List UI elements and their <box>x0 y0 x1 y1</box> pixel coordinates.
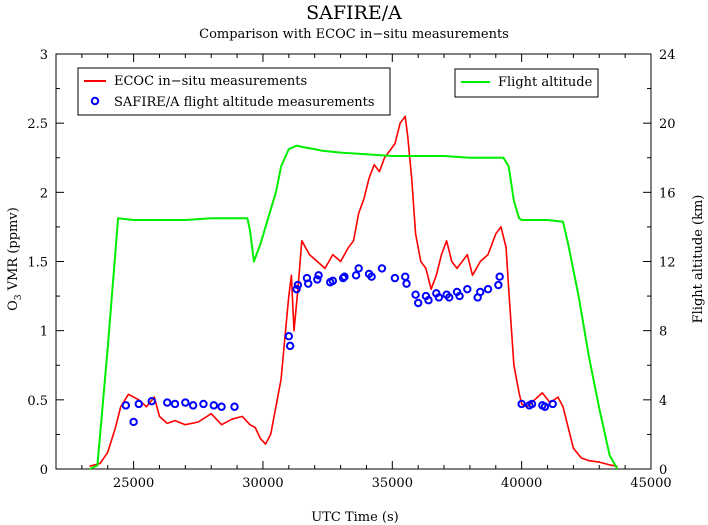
scatter-point <box>292 284 301 294</box>
y2-axis-label: Flight altitude (km) <box>691 195 706 324</box>
scatter-point <box>328 276 338 286</box>
scatter-point <box>199 399 208 409</box>
x-tick-label: 45000 <box>630 476 671 491</box>
scatter-point <box>463 284 472 294</box>
scatter-point <box>121 401 131 410</box>
legend-safire-label: SAFIRE/A flight altitude measurements <box>114 95 375 110</box>
x-tick-label: 40000 <box>501 476 542 491</box>
y-tick-label: 1 <box>40 325 48 340</box>
scatter-point <box>390 273 400 283</box>
scatter-point <box>188 401 198 410</box>
y2-tick-label: 24 <box>659 48 676 63</box>
legend-left: ECOC in−situ measurements SAFIRE/A fligh… <box>77 67 391 116</box>
scatter-point <box>129 417 138 427</box>
y-tick-label: 0 <box>40 463 48 478</box>
y-axis-label: O3 VMR (ppmv) <box>6 207 24 311</box>
chart-subtitle: Comparison with ECOC in−situ measurement… <box>199 27 509 42</box>
scatter-point <box>476 287 485 297</box>
plot-area <box>55 53 652 470</box>
legend-left-box <box>77 67 391 116</box>
y2-tick-label: 16 <box>659 186 676 201</box>
scatter-point <box>285 341 295 351</box>
plot-frame <box>55 53 652 470</box>
scatter-point <box>517 399 526 409</box>
legend-altitude-label: Flight altitude <box>498 75 593 90</box>
ecoc-line <box>89 115 618 467</box>
scatter-point <box>377 264 387 273</box>
y-axis-label-main: O <box>6 300 21 311</box>
scatter-point <box>209 401 219 410</box>
x-tick-label: 30000 <box>242 476 283 491</box>
x-tick-label: 25000 <box>113 476 154 491</box>
y-tick-label: 3 <box>40 48 48 63</box>
legend-ecoc-label: ECOC in−situ measurements <box>114 74 307 89</box>
scatter-point <box>313 275 322 284</box>
scatter-point <box>230 402 239 411</box>
legend-right: Flight altitude <box>454 68 599 98</box>
axes-layer: 25000 30000 35000 40000 4500000.511.522.5304… <box>27 48 675 491</box>
y2-tick-label: 4 <box>659 394 667 409</box>
scatter-point <box>424 296 433 305</box>
x-axis-label: UTC Time (s) <box>311 510 399 525</box>
y2-tick-label: 12 <box>659 256 676 271</box>
scatter-point <box>181 398 190 407</box>
scatter-point <box>434 293 444 302</box>
scatter-point <box>134 399 143 409</box>
y-tick-label: 2.5 <box>27 117 48 132</box>
scatter-point <box>483 284 493 294</box>
x-tick-label: 35000 <box>372 476 413 491</box>
scatter-point <box>411 290 420 299</box>
scatter-point <box>413 298 423 308</box>
altitude-line <box>89 144 619 470</box>
y-tick-label: 2 <box>40 186 48 201</box>
scatter-point <box>401 272 410 281</box>
scatter-point <box>494 280 503 290</box>
y2-tick-label: 8 <box>659 325 667 340</box>
legend-safire-swatch <box>90 96 100 106</box>
scatter-point <box>402 279 411 288</box>
scatter-point <box>367 272 376 281</box>
y-axis-label-rest: VMR (ppmv) <box>6 207 21 294</box>
scatter-point <box>495 272 504 281</box>
y-tick-label: 1.5 <box>27 256 48 271</box>
scatter-point <box>351 271 361 280</box>
scatter-point <box>354 264 363 273</box>
scatter-point <box>548 399 557 409</box>
scatter-point <box>304 279 313 288</box>
chart-title: SAFIRE/A <box>306 2 402 24</box>
scatter-point <box>163 398 172 407</box>
scatter-point <box>340 272 349 281</box>
scatter-point <box>445 293 454 302</box>
scatter-point <box>540 402 550 411</box>
scatter-point <box>293 280 303 290</box>
scatter-point <box>147 397 156 406</box>
scatter-point <box>314 271 323 280</box>
y-axis-label-sub: 3 <box>14 294 24 300</box>
scatter-point <box>170 399 180 409</box>
scatter-point <box>284 332 294 341</box>
scatter-point <box>527 399 537 409</box>
scatter-point <box>455 291 464 301</box>
y2-tick-label: 20 <box>659 117 676 132</box>
y-tick-label: 0.5 <box>27 394 48 409</box>
series-layer <box>89 115 619 470</box>
y2-tick-label: 0 <box>659 463 667 478</box>
scatter-point <box>217 402 226 411</box>
